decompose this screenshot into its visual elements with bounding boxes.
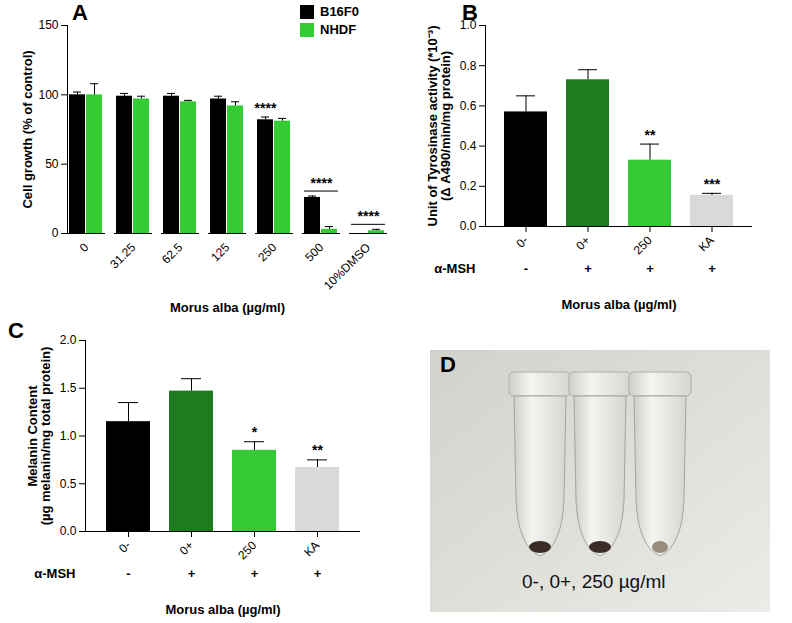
svg-text:62.5: 62.5 xyxy=(159,240,186,267)
svg-text:-: - xyxy=(126,566,130,581)
svg-text:KA: KA xyxy=(696,233,717,254)
svg-text:0.0: 0.0 xyxy=(60,524,77,538)
svg-text:+: + xyxy=(708,261,716,276)
svg-text:+: + xyxy=(646,261,654,276)
svg-text:0: 0 xyxy=(52,226,59,240)
svg-text:0.2: 0.2 xyxy=(460,179,477,193)
svg-text:1.0: 1.0 xyxy=(60,429,77,443)
svg-text:0-: 0- xyxy=(116,538,133,555)
svg-text:125: 125 xyxy=(208,240,232,264)
svg-text:+: + xyxy=(251,566,259,581)
svg-text:**: ** xyxy=(645,127,656,143)
svg-text:**: ** xyxy=(312,442,323,458)
svg-text:0.5: 0.5 xyxy=(60,477,77,491)
svg-text:500: 500 xyxy=(302,240,326,264)
svg-text:α-MSH: α-MSH xyxy=(34,566,75,581)
svg-text:+: + xyxy=(314,566,322,581)
svg-text:Cell growth (% of control): Cell growth (% of control) xyxy=(20,50,35,208)
svg-text:α-MSH: α-MSH xyxy=(434,261,475,276)
svg-text:1.5: 1.5 xyxy=(60,381,77,395)
svg-text:+: + xyxy=(584,261,592,276)
svg-text:Morus alba (µg/ml): Morus alba (µg/ml) xyxy=(561,297,676,312)
svg-text:****: **** xyxy=(255,100,277,116)
svg-text:250: 250 xyxy=(235,538,259,562)
svg-text:250: 250 xyxy=(631,233,655,257)
svg-text:150: 150 xyxy=(38,18,58,32)
svg-text:0.8: 0.8 xyxy=(460,59,477,73)
svg-text:KA: KA xyxy=(301,538,322,559)
svg-text:****: **** xyxy=(311,175,333,191)
svg-text:****: **** xyxy=(358,208,380,224)
svg-text:0: 0 xyxy=(77,240,92,255)
svg-text:50: 50 xyxy=(45,157,59,171)
svg-text:0.4: 0.4 xyxy=(460,139,477,153)
svg-text:10%DMSO: 10%DMSO xyxy=(321,240,373,292)
svg-text:2.0: 2.0 xyxy=(60,333,77,347)
svg-text:0+: 0+ xyxy=(177,538,197,558)
svg-text:Morus alba (µg/ml): Morus alba (µg/ml) xyxy=(165,602,280,617)
svg-text:Morus alba (µg/ml): Morus alba (µg/ml) xyxy=(170,300,285,315)
svg-text:+: + xyxy=(188,566,196,581)
svg-text:31.25: 31.25 xyxy=(107,240,138,271)
svg-text:Melanin Content(µg melanin/mg: Melanin Content(µg melanin/mg total prot… xyxy=(25,347,53,526)
svg-text:*: * xyxy=(252,424,258,440)
svg-text:0-: 0- xyxy=(513,233,530,250)
svg-text:***: *** xyxy=(704,176,721,192)
svg-text:0+: 0+ xyxy=(573,233,593,253)
svg-text:0.6: 0.6 xyxy=(460,99,477,113)
svg-text:250: 250 xyxy=(255,240,279,264)
svg-text:-: - xyxy=(524,261,528,276)
svg-text:0.0: 0.0 xyxy=(460,219,477,233)
svg-text:100: 100 xyxy=(38,88,58,102)
svg-text:0-, 0+, 250 µg/ml: 0-, 0+, 250 µg/ml xyxy=(522,571,666,592)
svg-text:Unit of Tyrosinase activity (*: Unit of Tyrosinase activity (*10⁻³)(Δ A4… xyxy=(425,26,453,227)
